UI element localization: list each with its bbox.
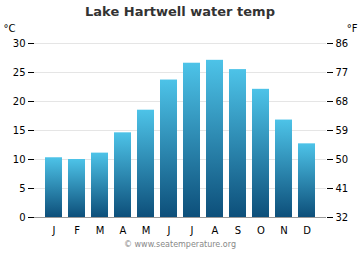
svg-text:77: 77 <box>336 67 349 78</box>
svg-text:M: M <box>142 225 151 236</box>
svg-text:32: 32 <box>336 212 349 223</box>
svg-text:°F: °F <box>347 23 358 34</box>
svg-text:J: J <box>190 225 194 236</box>
html-text:© www.seatemperature.org: © www.seatemperature.org <box>124 240 236 249</box>
svg-text:30: 30 <box>13 38 26 49</box>
svg-text:10: 10 <box>13 154 26 165</box>
svg-text:°C: °C <box>4 23 16 34</box>
svg-text:S: S <box>235 225 241 236</box>
svg-text:J: J <box>167 225 171 236</box>
svg-text:59: 59 <box>336 125 349 136</box>
svg-text:86: 86 <box>336 38 349 49</box>
svg-text:15: 15 <box>13 125 26 136</box>
svg-text:F: F <box>74 225 80 236</box>
svg-text:D: D <box>303 225 311 236</box>
svg-text:50: 50 <box>336 154 349 165</box>
svg-text:0: 0 <box>19 212 25 223</box>
svg-text:O: O <box>257 225 265 236</box>
svg-text:M: M <box>96 225 105 236</box>
svg-text:A: A <box>120 225 127 236</box>
html-text:Lake Hartwell water temp: Lake Hartwell water temp <box>85 4 275 19</box>
svg-text:20: 20 <box>13 96 26 107</box>
svg-text:25: 25 <box>13 67 26 78</box>
svg-text:J: J <box>52 225 56 236</box>
svg-text:5: 5 <box>19 183 25 194</box>
svg-text:41: 41 <box>336 183 349 194</box>
svg-text:A: A <box>212 225 219 236</box>
svg-text:68: 68 <box>336 96 349 107</box>
svg-text:N: N <box>280 225 287 236</box>
